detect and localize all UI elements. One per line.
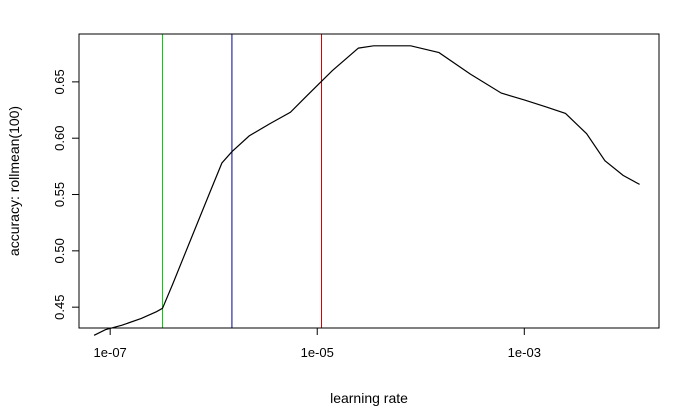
x-tick-label: 1e-03 bbox=[508, 345, 541, 360]
y-tick-label: 0.50 bbox=[52, 238, 67, 263]
plot-area-frame bbox=[78, 33, 660, 329]
y-tick-label: 0.55 bbox=[52, 182, 67, 207]
y-tick-label: 0.45 bbox=[52, 295, 67, 320]
series-group bbox=[93, 45, 640, 336]
x-axis: 1e-07 1e-05 1e-03 bbox=[94, 327, 541, 360]
series-line-1 bbox=[93, 45, 640, 336]
y-axis-title: accuracy: rollmean(100) bbox=[6, 106, 22, 256]
x-tick-label: 1e-07 bbox=[94, 345, 127, 360]
y-tick-label: 0.60 bbox=[52, 126, 67, 151]
y-tick-label: 0.65 bbox=[52, 69, 67, 94]
y-axis: 0.45 0.50 0.55 0.60 0.65 bbox=[52, 69, 80, 320]
x-tick-label: 1e-05 bbox=[301, 345, 334, 360]
x-axis-title: learning rate bbox=[330, 390, 408, 406]
reference-lines bbox=[161, 34, 323, 328]
